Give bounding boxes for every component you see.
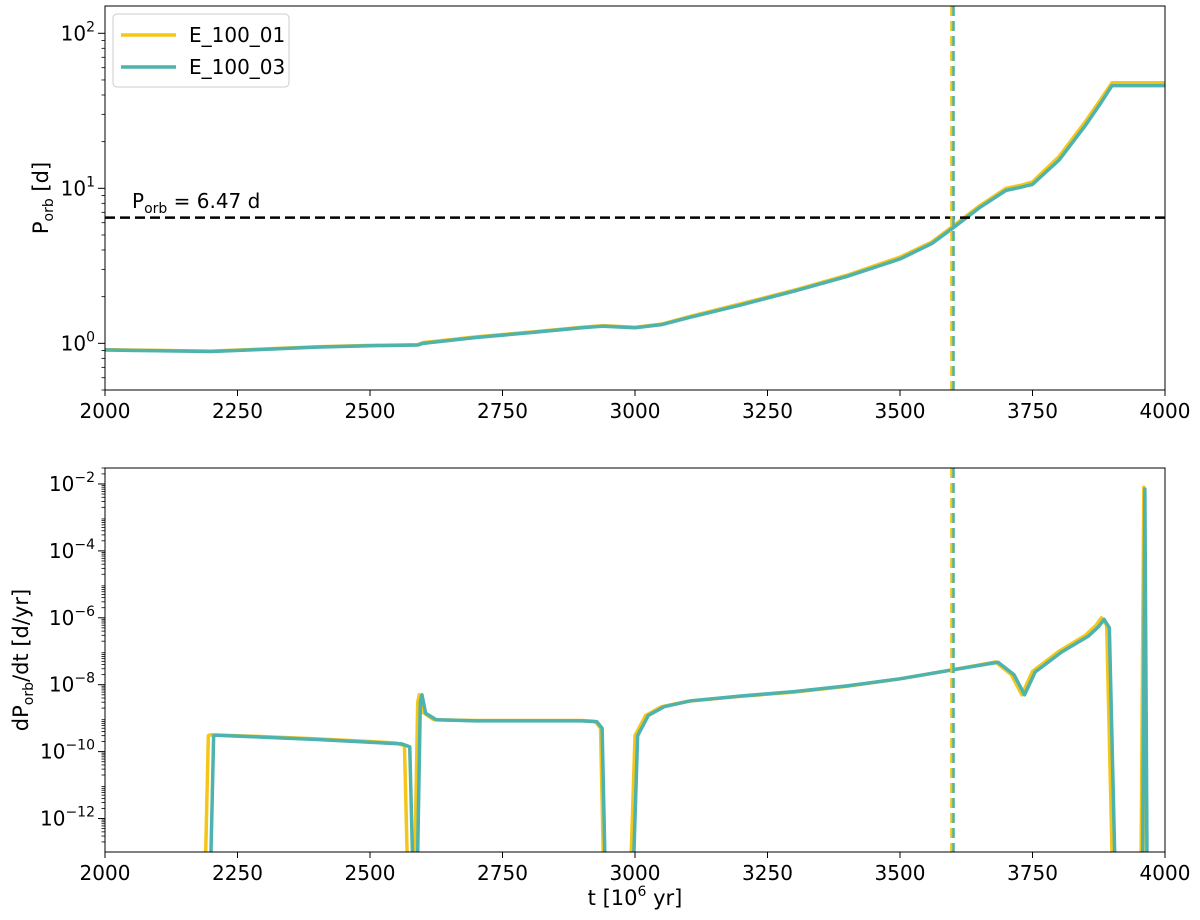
bottom-y-axis: 10−12 10−10 10−8 10−6 10−4 10−2	[40, 467, 105, 843]
bottom-y-axis-label: dPorb/dt [d/yr]	[9, 589, 37, 731]
legend-label-e-100-01: E_100_01	[189, 23, 285, 47]
bottom-x-tick-label-3000: 3000	[610, 861, 661, 885]
top-x-tick-label-2500: 2500	[345, 399, 396, 423]
bottom-x-tick-label-3250: 3250	[742, 861, 793, 885]
bottom-x-tick-label-3500: 3500	[875, 861, 926, 885]
top-x-tick-label-4000: 4000	[1140, 399, 1191, 423]
top-series-group	[105, 80, 1165, 354]
bottom-series-e-100-03-segment-0	[209, 733, 415, 852]
top-x-tick-label-3250: 3250	[742, 399, 793, 423]
bottom-series-group	[203, 485, 1149, 852]
bottom-series-e-100-03-segment-2	[632, 617, 1117, 852]
bottom-x-axis: 2000 2250 2500 2750 3000 3250 3500 3750 4000	[80, 852, 1191, 885]
top-x-tick-label-2750: 2750	[477, 399, 528, 423]
reference-line-label: Porb = 6.47 d	[132, 189, 260, 217]
top-y-tick-label-0: 100	[61, 329, 95, 355]
top-x-axis: 2000 2250 2500 2750 3000 3250 3500 3750 4000	[80, 390, 1191, 423]
top-y-tick-label-2: 102	[61, 19, 95, 45]
bottom-x-tick-label-2250: 2250	[212, 861, 263, 885]
bottom-y-tick-label--10: 10−10	[40, 738, 95, 764]
top-y-tick-label-1: 101	[61, 174, 95, 200]
bottom-x-tick-label-2500: 2500	[345, 861, 396, 885]
legend-label-e-100-03: E_100_03	[189, 55, 285, 79]
top-series-e-100-03	[105, 83, 1165, 354]
bottom-reference-lines	[950, 468, 955, 852]
top-reference-lines	[105, 6, 1165, 390]
bottom-x-axis-label: t [106 yr]	[588, 884, 683, 910]
legend: E_100_01 E_100_03	[112, 13, 290, 88]
top-x-tick-label-3500: 3500	[875, 399, 926, 423]
top-y-axis: 100 101 102	[61, 19, 105, 391]
bottom-y-tick-label--8: 10−8	[49, 671, 95, 697]
top-y-axis-label: Porb [d]	[29, 162, 57, 234]
bottom-x-tick-label-2750: 2750	[477, 861, 528, 885]
top-x-tick-label-2250: 2250	[212, 399, 263, 423]
bottom-y-tick-label--6: 10−6	[49, 604, 95, 630]
bottom-y-tick-label--4: 10−4	[49, 537, 95, 563]
bottom-y-tick-label--2: 10−2	[49, 470, 95, 496]
bottom-x-tick-label-2000: 2000	[80, 861, 131, 885]
bottom-y-tick-label--12: 10−12	[40, 805, 95, 831]
bottom-x-tick-label-3750: 3750	[1007, 861, 1058, 885]
top-x-tick-label-3000: 3000	[610, 399, 661, 423]
top-x-tick-label-2000: 2000	[80, 399, 131, 423]
bottom-series-e-100-03-segment-1	[415, 693, 607, 852]
bottom-series-e-100-03-segment-3	[1140, 487, 1149, 852]
top-x-tick-label-3750: 3750	[1007, 399, 1058, 423]
bottom-x-tick-label-4000: 4000	[1140, 861, 1191, 885]
top-chart-panel: 2000 2250 2500 2750 3000 3250 3500 3750 4000 100…	[29, 5, 1191, 423]
bottom-chart-panel: 2000 2250 2500 2750 3000 3250 3500 3750 4000 10−…	[9, 467, 1191, 910]
